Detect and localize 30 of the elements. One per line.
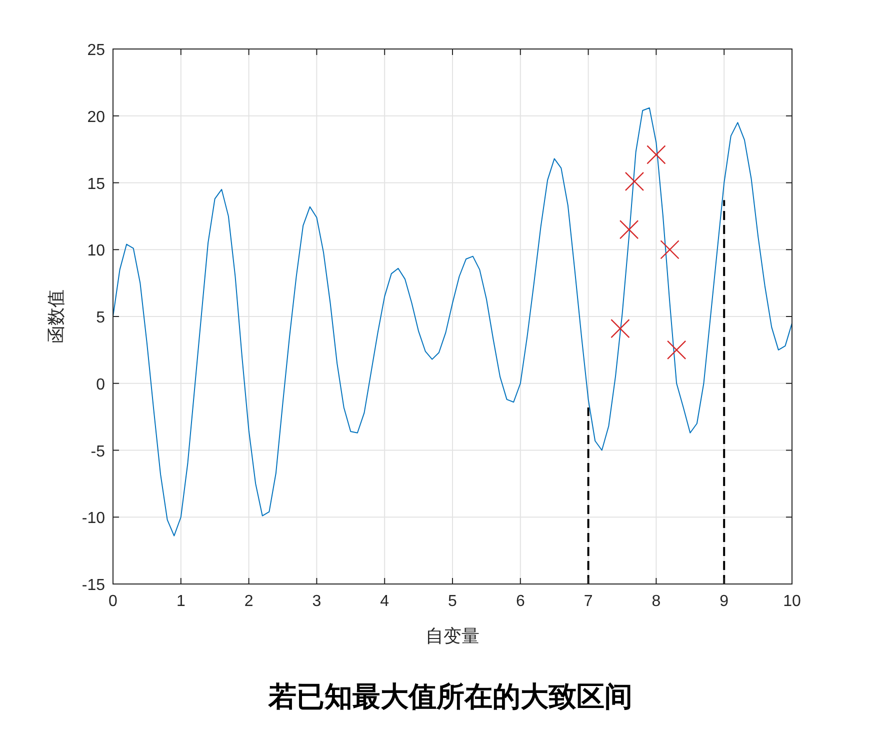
y-tick-label: -10 <box>82 510 106 528</box>
point <box>610 318 630 338</box>
x-tick-label: 5 <box>448 593 458 610</box>
x-tick-label: 6 <box>516 593 525 610</box>
y-tick-label: 25 <box>87 42 106 59</box>
y-tick-label: 5 <box>96 310 106 326</box>
x-tick-label: 8 <box>652 593 661 610</box>
x-tick-label: 10 <box>783 593 801 610</box>
text: 若已知最大值所在的大致区间 <box>268 681 632 712</box>
y-axis-title: 函数值 <box>46 290 66 344</box>
x-tick-label: 4 <box>380 593 390 610</box>
point <box>660 240 680 260</box>
x-axis-title: 自变量 <box>426 626 480 646</box>
y-tick-label: 0 <box>96 376 106 394</box>
point <box>619 220 639 240</box>
y-tick-label: -5 <box>90 443 106 460</box>
point <box>666 340 686 360</box>
point <box>646 145 666 164</box>
x-tick-label: 9 <box>720 593 729 610</box>
y-tick-label: 10 <box>87 242 106 260</box>
x-tick-label: 2 <box>244 593 254 610</box>
x-tick-label: 0 <box>108 593 118 610</box>
y-tick-label: -15 <box>82 577 106 594</box>
line-series <box>112 107 792 536</box>
y-tick-label: 20 <box>87 108 106 126</box>
y-tick-label: 15 <box>87 176 106 193</box>
x-tick-label: 7 <box>584 593 593 610</box>
x-tick-label: 3 <box>312 593 322 610</box>
x-tick-label: 1 <box>176 593 186 610</box>
point <box>624 172 644 192</box>
